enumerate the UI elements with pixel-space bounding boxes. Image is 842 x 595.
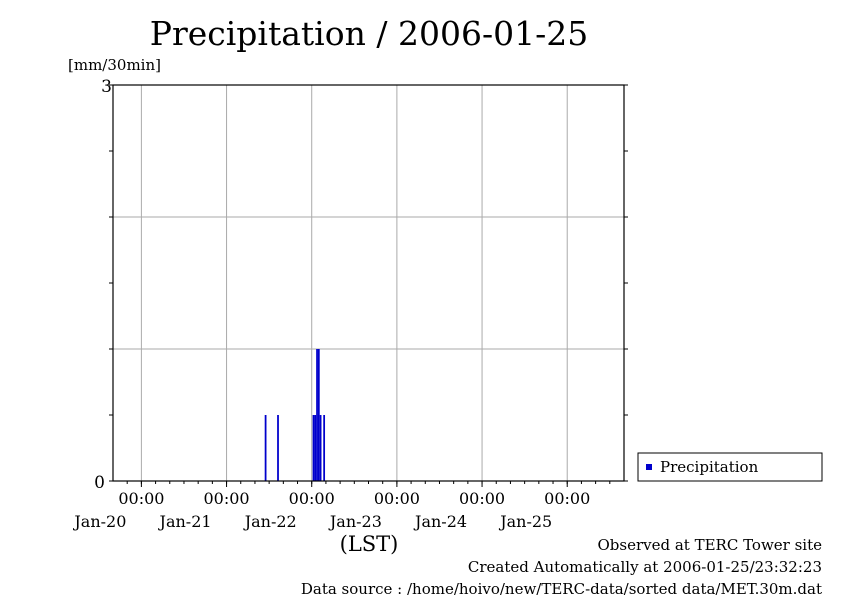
precipitation-bar [323, 415, 326, 481]
plot-frame [109, 84, 628, 487]
precipitation-bar [312, 415, 315, 481]
precipitation-bar [316, 349, 318, 481]
y-tick-label-max: 3 [101, 77, 112, 97]
x-tick-time-label: 00:00 [204, 489, 250, 508]
precipitation-bar [277, 415, 279, 481]
x-tick-date-label: Jan-23 [328, 512, 382, 531]
x-axis-tick-labels: 00:00 Jan-20 00:00 Jan-21 00:00 Jan-22 00:00 Ja… [72, 489, 590, 531]
legend-label: Precipitation [660, 458, 759, 476]
x-tick-date-label: Jan-20 [72, 512, 126, 531]
plot-area-border [112, 84, 625, 482]
x-tick-date-label: Jan-24 [413, 512, 467, 531]
x-tick-date-label: Jan-21 [158, 512, 212, 531]
x-tick-time-label: 00:00 [374, 489, 420, 508]
footer-observed: Observed at TERC Tower site [597, 536, 822, 554]
precipitation-bar [317, 349, 320, 481]
x-tick-time-label: 00:00 [289, 489, 335, 508]
legend-swatch [646, 464, 652, 470]
x-tick-time-label: 00:00 [118, 489, 164, 508]
grid-lines [113, 85, 624, 481]
footer-created: Created Automatically at 2006-01-25/23:3… [468, 558, 822, 576]
chart-title: Precipitation / 2006-01-25 [150, 14, 588, 53]
x-tick-date-label: Jan-25 [498, 512, 552, 531]
precipitation-bar [319, 415, 322, 481]
legend: Precipitation [637, 452, 823, 482]
x-axis-label: (LST) [340, 532, 399, 556]
precipitation-bars [264, 349, 326, 481]
y-tick-label-zero: 0 [94, 473, 105, 493]
x-tick-time-label: 00:00 [459, 489, 505, 508]
y-axis-unit-label: [mm/30min] [68, 56, 161, 74]
precipitation-bar [264, 415, 267, 481]
precipitation-bar [314, 415, 317, 481]
legend-box [637, 452, 823, 482]
footer-source: Data source : /home/hoivo/new/TERC-data/… [301, 580, 822, 595]
x-tick-time-label: 00:00 [544, 489, 590, 508]
x-tick-date-label: Jan-22 [243, 512, 297, 531]
